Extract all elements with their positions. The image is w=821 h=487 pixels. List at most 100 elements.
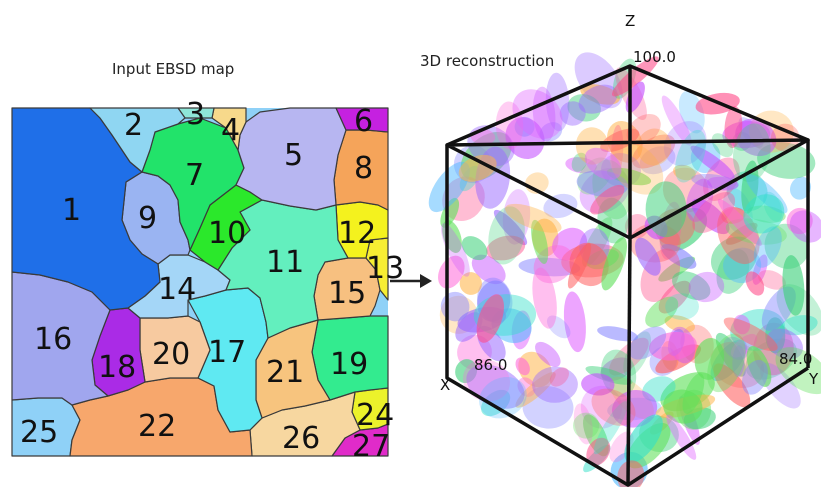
grain-ellipsoid: [745, 271, 765, 296]
grain-ellipsoid: [645, 296, 679, 328]
grain-ellipsoid: [581, 373, 615, 396]
grain-ellipsoid: [505, 203, 562, 233]
grain-ellipsoid: [601, 237, 628, 291]
grain-ellipsoid: [723, 317, 778, 352]
grain-ellipsoid: [577, 157, 613, 195]
grain-label-25: 25: [20, 415, 58, 450]
grain-ellipsoid: [600, 357, 633, 381]
input-map-caption: Input EBSD map: [112, 60, 234, 78]
z-max-label: 100.0: [633, 48, 676, 66]
grain-label-16: 16: [34, 322, 72, 357]
grain-ellipsoid: [753, 226, 782, 268]
grain-ellipsoid: [476, 294, 504, 343]
grain-ellipsoid: [624, 414, 663, 463]
grain-label-5: 5: [284, 138, 303, 173]
grain-ellipsoid: [626, 113, 661, 146]
grain-ellipsoid: [611, 56, 659, 97]
grain-6: [335, 107, 389, 133]
grain-ellipsoid: [440, 197, 460, 228]
grain-ellipsoid: [661, 95, 692, 146]
y-max-label: 84.0: [779, 350, 812, 368]
x-max-label: 86.0: [474, 356, 507, 374]
grain-ellipsoid: [665, 293, 699, 320]
grain-label-11: 11: [266, 245, 304, 280]
grain-label-20: 20: [152, 337, 190, 372]
grain-ellipsoid: [573, 403, 593, 445]
grain-ellipsoid: [733, 314, 751, 335]
grain-ellipsoid: [580, 84, 620, 105]
grain-ellipsoid: [741, 359, 768, 395]
grain-ellipsoid: [585, 366, 633, 385]
arrow-head: [420, 274, 432, 288]
grain-ellipsoid: [493, 209, 528, 246]
grain-ellipsoid: [765, 317, 786, 354]
grain-ellipsoid: [637, 128, 672, 166]
grain-ellipsoid: [458, 154, 497, 182]
grain-ellipsoid: [688, 271, 725, 303]
reconstruction-caption: 3D reconstruction: [420, 52, 554, 70]
grain-ellipsoid: [690, 145, 735, 179]
grain-label-6: 6: [354, 104, 373, 139]
grain-ellipsoid: [488, 206, 525, 265]
grain-ellipsoid: [713, 363, 751, 408]
grain-label-12: 12: [338, 216, 376, 251]
grain-5: [235, 107, 347, 211]
grain-label-14: 14: [158, 272, 196, 307]
grain-ellipsoid: [593, 401, 628, 455]
grain-label-19: 19: [330, 347, 368, 382]
grain-ellipsoid: [786, 207, 813, 235]
cube-top-back-edges: [446, 64, 810, 368]
cube-bottom-edges: [445, 145, 809, 487]
ellipsoid-cloud: [428, 52, 821, 487]
grain-ellipsoid: [715, 332, 746, 377]
grain-ellipsoid: [461, 236, 488, 261]
grain-label-7: 7: [185, 158, 204, 193]
grain-ellipsoid: [575, 127, 609, 165]
grain-ellipsoid: [532, 267, 557, 329]
grain-ellipsoid: [584, 147, 622, 180]
ebsd-map: 1 2 3 4 5 6 7 8 9 10 11 12 13 14 15 16 1…: [11, 97, 404, 464]
grain-label-4: 4: [221, 113, 240, 148]
grain-ellipsoid: [455, 312, 483, 342]
grain-ellipsoid: [717, 198, 762, 246]
grain-ellipsoid: [549, 367, 569, 387]
grain-ellipsoid: [730, 333, 758, 358]
grain-ellipsoid: [459, 272, 482, 295]
grain-ellipsoid: [586, 437, 611, 466]
grain-ellipsoid: [545, 72, 570, 132]
grain-ellipsoid: [462, 359, 511, 402]
grain-ellipsoid: [671, 271, 711, 301]
cube-front-vertical-edge: [626, 237, 632, 486]
grain-ellipsoid: [770, 123, 800, 152]
grain-label-8: 8: [354, 151, 373, 186]
grain-ellipsoid: [590, 184, 625, 215]
grain-ellipsoid: [539, 122, 563, 142]
grain-ellipsoid: [546, 315, 571, 339]
grain-ellipsoid: [567, 242, 592, 289]
grain-label-1: 1: [62, 193, 81, 228]
grain-ellipsoid: [532, 366, 578, 403]
grain-label-24: 24: [356, 398, 394, 433]
grain-ellipsoid: [710, 236, 757, 280]
grain-ellipsoid: [735, 118, 777, 157]
grain-ellipsoid: [789, 176, 812, 200]
grain-ellipsoid: [711, 133, 734, 158]
grain-ellipsoid: [746, 346, 772, 387]
grain-ellipsoid: [515, 372, 556, 408]
grain-ellipsoid: [611, 124, 624, 176]
grain-ellipsoid: [691, 198, 730, 235]
grain-ellipsoid: [571, 152, 588, 172]
grain-ellipsoid: [706, 176, 739, 191]
grain-label-22: 22: [138, 409, 176, 444]
grain-ellipsoid: [565, 157, 597, 174]
grain-ellipsoid: [522, 386, 574, 429]
z-axis-label: Z: [625, 12, 635, 30]
x-axis-label: X: [440, 376, 450, 394]
grain-ellipsoid: [559, 101, 586, 126]
grain-ellipsoid: [782, 255, 805, 316]
grain-ellipsoid: [664, 315, 696, 333]
grain-label-17: 17: [208, 335, 246, 370]
grain-label-21: 21: [266, 355, 304, 390]
grain-label-26: 26: [282, 421, 320, 456]
grain-ellipsoid: [682, 373, 705, 414]
